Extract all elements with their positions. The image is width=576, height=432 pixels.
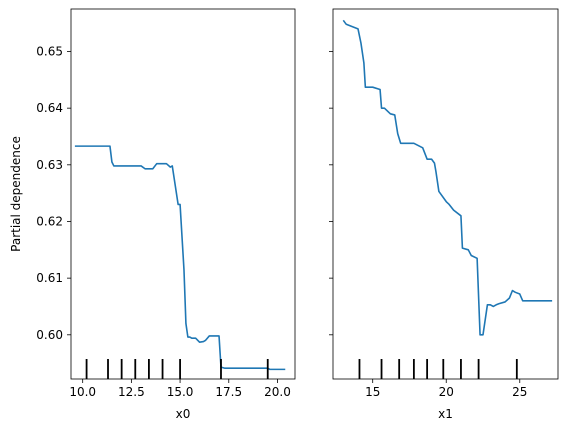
pd-series-line	[74, 145, 286, 371]
x-tick-label: 25	[512, 385, 527, 399]
y-tick-label: 0.65	[36, 44, 63, 58]
x-axis-label: x0	[176, 407, 191, 421]
x-tick-label: 12.5	[118, 385, 145, 399]
x-tick-label: 15.0	[167, 385, 194, 399]
pd-panel-x0: 10.0 12.5 15.0 17.5 20.0 0.60 0.61 0.62 0.63 0.64…	[9, 8, 296, 421]
x-tick-label: 15	[365, 385, 380, 399]
x-tick-label: 20	[439, 385, 454, 399]
x-tick-label: 20.0	[264, 385, 291, 399]
x-tick-label: 17.5	[215, 385, 242, 399]
y-tick-label: 0.64	[36, 101, 63, 115]
y-axis-label: Partial dependence	[9, 136, 23, 252]
y-tick-label: 0.62	[36, 214, 63, 228]
y-tick-label: 0.60	[36, 328, 63, 342]
axes-frame	[70, 8, 296, 380]
y-tick-label: 0.61	[36, 271, 63, 285]
y-tick-label: 0.63	[36, 158, 63, 172]
pd-panel-x1: 15 20 25 x1	[329, 8, 559, 421]
x-tick-label: 10.0	[69, 385, 96, 399]
x-axis-label: x1	[438, 407, 453, 421]
axes-frame	[332, 8, 559, 380]
pd-series-line	[342, 19, 553, 336]
